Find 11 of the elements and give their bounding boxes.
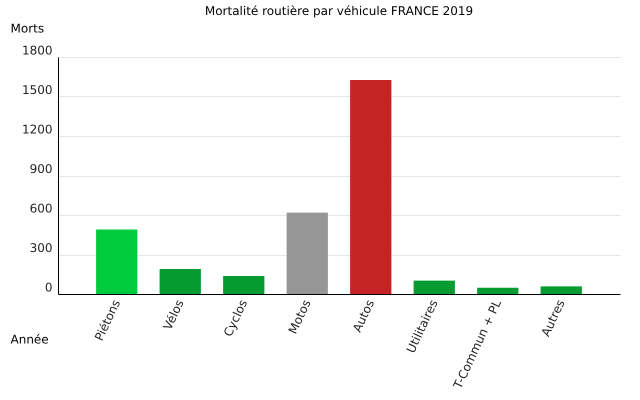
x-tick-label: Autos: [350, 298, 378, 334]
chart-title: Mortalité routière par véhicule FRANCE 2019: [204, 4, 474, 18]
y-tick-label: 600: [30, 202, 52, 216]
y-tick-label: 1800: [22, 44, 52, 58]
y-axis-title: Morts: [10, 22, 44, 36]
y-tick-label: 1200: [22, 122, 52, 136]
x-axis-title: Année: [10, 332, 49, 346]
y-tick-label: 0: [44, 280, 52, 294]
y-tick-label: 300: [30, 241, 52, 255]
y-tick-label: 1500: [22, 83, 52, 97]
y-tick-label: 900: [30, 162, 52, 176]
